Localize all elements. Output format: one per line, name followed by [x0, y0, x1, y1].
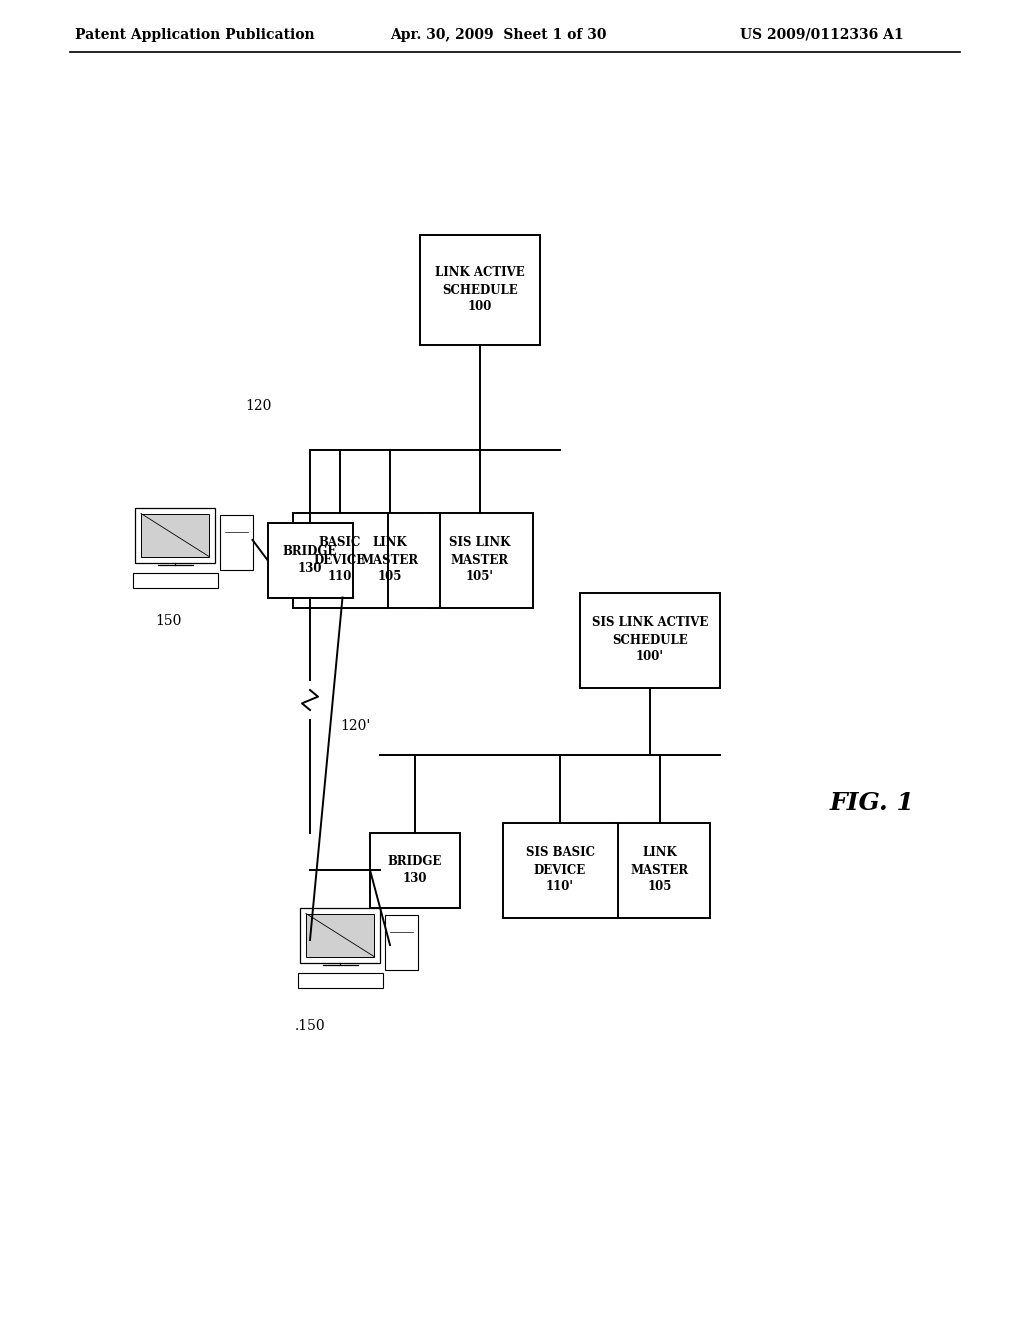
Text: BRIDGE
130: BRIDGE 130 [283, 545, 337, 576]
Bar [420, 235, 540, 345]
Text: BRIDGE
130: BRIDGE 130 [388, 855, 442, 884]
Bar [580, 593, 720, 688]
Bar [306, 913, 374, 957]
Text: Patent Application Publication: Patent Application Publication [75, 28, 314, 42]
Bar [300, 908, 380, 962]
Text: LINK
MASTER
105: LINK MASTER 105 [360, 536, 419, 583]
Text: LINK ACTIVE
SCHEDULE
100: LINK ACTIVE SCHEDULE 100 [435, 267, 525, 314]
Bar [385, 915, 418, 970]
Text: LINK
MASTER
105: LINK MASTER 105 [631, 846, 689, 894]
Text: US 2009/0112336 A1: US 2009/0112336 A1 [740, 28, 903, 42]
Text: SIS LINK ACTIVE
SCHEDULE
100': SIS LINK ACTIVE SCHEDULE 100' [592, 616, 709, 664]
Bar [298, 973, 383, 987]
Bar [141, 513, 209, 557]
Text: BASIC
DEVICE
110: BASIC DEVICE 110 [314, 536, 367, 583]
Text: SIS LINK
MASTER
105': SIS LINK MASTER 105' [450, 536, 511, 583]
Bar [135, 507, 215, 562]
Bar [340, 512, 440, 607]
Text: 120: 120 [245, 399, 271, 413]
Bar [293, 512, 387, 607]
Text: 150: 150 [155, 614, 181, 628]
Text: Apr. 30, 2009  Sheet 1 of 30: Apr. 30, 2009 Sheet 1 of 30 [390, 28, 606, 42]
Bar [610, 822, 710, 917]
Bar [370, 833, 460, 908]
Bar [427, 512, 532, 607]
Bar [503, 822, 617, 917]
Text: 120': 120' [340, 719, 371, 733]
Text: SIS BASIC
DEVICE
110': SIS BASIC DEVICE 110' [525, 846, 595, 894]
Text: .150: .150 [295, 1019, 326, 1034]
Text: FIG. 1: FIG. 1 [830, 791, 914, 814]
Bar [132, 573, 217, 587]
Bar [267, 523, 352, 598]
Bar [220, 515, 253, 570]
